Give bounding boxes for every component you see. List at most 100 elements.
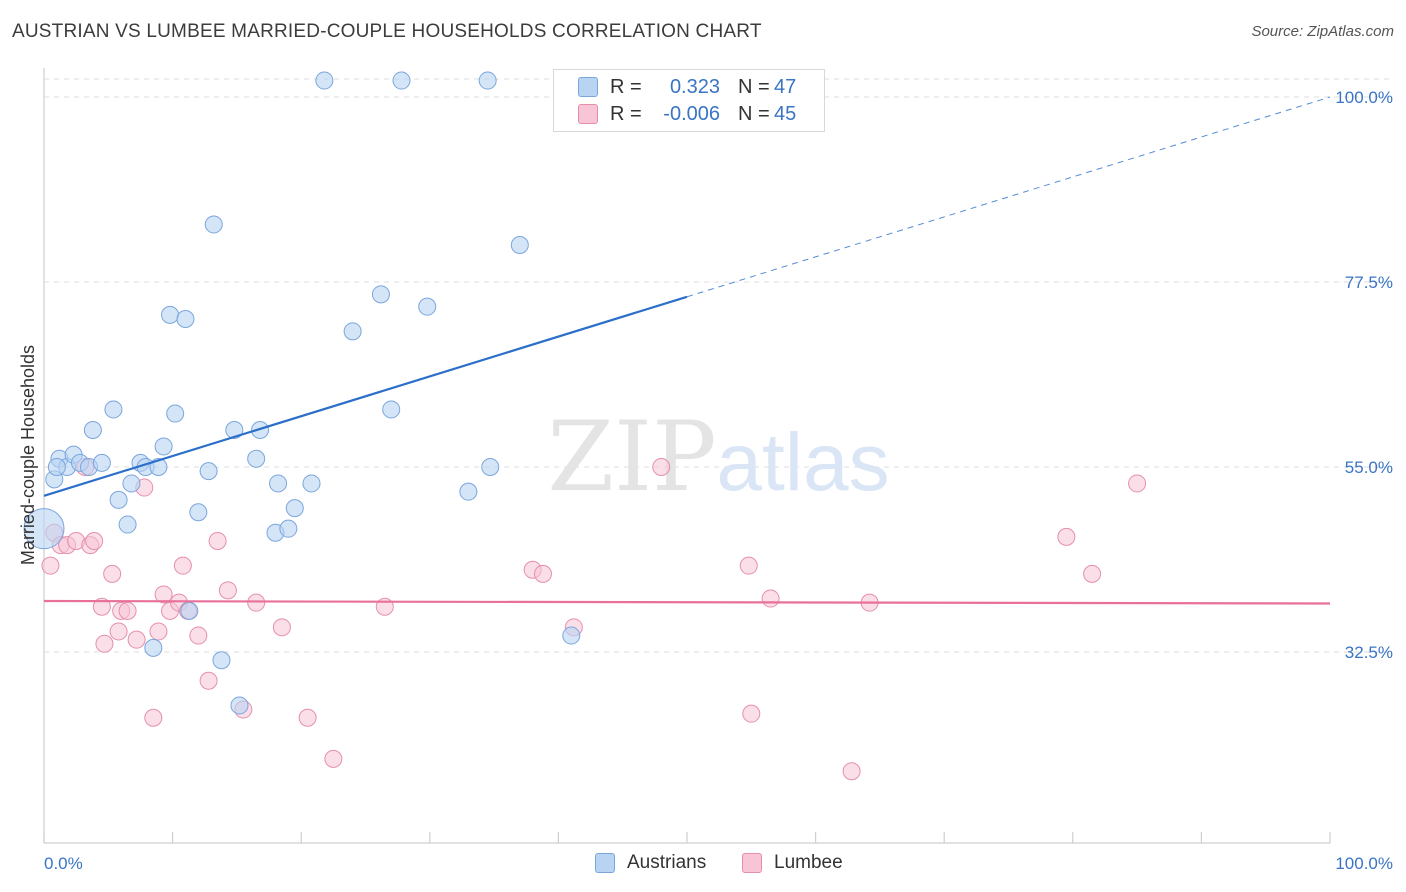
austrians-point: [161, 305, 180, 324]
x-tick-label: 0.0%: [44, 854, 83, 873]
austrians-point: [212, 651, 231, 670]
tick-labels: 32.5% 55.0% 77.5% 100.0% 0.0% 100.0%: [44, 88, 1393, 873]
lumbee-point: [761, 589, 780, 608]
austrians-point: [269, 474, 288, 493]
austrians-point: [382, 400, 401, 419]
lumbee-point: [1057, 527, 1076, 546]
lumbee-point: [218, 581, 237, 600]
y-tick-label: 32.5%: [1345, 643, 1393, 662]
r-value: -0.006: [663, 102, 720, 125]
austrians-legend-swatch: [595, 853, 615, 873]
lumbee-point: [103, 564, 122, 583]
austrians-point: [118, 515, 137, 534]
n-value: 47: [774, 75, 797, 98]
lumbee-trendline: [43, 599, 1331, 605]
axes: [43, 68, 1331, 844]
austrians-point: [23, 508, 65, 550]
austrians-trendline: [43, 295, 688, 497]
austrians-point: [510, 236, 529, 254]
lumbee-point: [298, 708, 317, 727]
austrians-point: [176, 310, 195, 328]
lumbee-point: [154, 585, 173, 604]
r-label: R =: [610, 75, 642, 98]
austrians-point: [199, 462, 218, 481]
lumbee-point: [149, 622, 168, 641]
n-value: 45: [774, 102, 797, 125]
trendlines: [43, 96, 1331, 605]
lumbee-legend-swatch: [742, 853, 762, 873]
lumbee-point: [533, 564, 552, 583]
austrians-point: [343, 322, 362, 341]
lumbee-point: [199, 671, 218, 690]
lumbee-point: [1083, 564, 1102, 583]
lumbee-legend-label: Lumbee: [774, 852, 843, 873]
austrians-points: [23, 71, 581, 715]
lumbee-point: [208, 532, 227, 550]
y-tick-label: 100.0%: [1335, 88, 1393, 107]
austrians-point: [189, 503, 208, 522]
austrians-point: [315, 71, 334, 90]
lumbee-point: [92, 597, 111, 616]
lumbee-swatch: [578, 104, 598, 124]
chart-title: AUSTRIAN VS LUMBEE MARRIED-COUPLE HOUSEH…: [12, 21, 762, 42]
stats-legend: R = 0.323 N = 47 R = -0.006 N = 45: [553, 69, 825, 132]
x-tick-label: 100.0%: [1335, 854, 1393, 873]
lumbee-point: [85, 532, 104, 550]
lumbee-point: [272, 618, 291, 637]
austrians-point: [418, 297, 437, 316]
watermark: ZIP atlas: [547, 401, 889, 513]
lumbee-point: [742, 704, 761, 723]
y-axis-label: Married-couple Households: [18, 345, 38, 565]
lumbee-point: [127, 630, 146, 649]
y-tick-label: 55.0%: [1345, 458, 1393, 477]
lumbee-point: [652, 458, 671, 476]
austrians-point: [392, 71, 411, 90]
austrians-point: [166, 404, 185, 423]
lumbee-point: [842, 762, 861, 781]
austrians-point: [109, 490, 128, 509]
legend-austrians: Austrians: [595, 852, 706, 874]
lumbee-point: [41, 556, 60, 575]
austrians-trendline-extension: [686, 96, 1331, 298]
lumbee-point: [118, 601, 137, 620]
austrians-point: [478, 71, 497, 90]
austrians-legend-label: Austrians: [627, 852, 707, 873]
austrians-point: [104, 400, 123, 419]
austrians-point: [481, 458, 500, 476]
lumbee-point: [144, 708, 163, 727]
y-tick-label: 77.5%: [1345, 273, 1393, 292]
lumbee-point: [739, 556, 758, 575]
lumbee-point: [1128, 474, 1147, 493]
austrians-point: [247, 449, 266, 468]
austrians-point: [122, 474, 141, 493]
austrians-point: [83, 421, 102, 439]
austrians-point: [302, 474, 321, 493]
lumbee-point: [173, 556, 192, 575]
austrians-point: [371, 285, 390, 304]
lumbee-point: [247, 593, 266, 612]
austrians-point: [230, 696, 249, 715]
n-label: N =: [738, 75, 770, 98]
austrians-point: [285, 499, 304, 518]
austrians-point: [225, 421, 244, 439]
lumbee-point: [95, 634, 114, 653]
grid-lines: [44, 78, 1394, 653]
watermark-zip: ZIP: [547, 401, 716, 513]
source-label: Source: ZipAtlas.com: [1251, 23, 1394, 40]
austrians-point: [562, 626, 581, 645]
austrians-point: [144, 638, 163, 657]
r-value: 0.323: [669, 75, 720, 98]
legend-row-austrians: R = 0.323 N = 47: [578, 74, 796, 100]
watermark-atlas: atlas: [716, 417, 889, 508]
n-label: N =: [738, 102, 770, 125]
austrians-point: [154, 437, 173, 456]
legend-lumbee: Lumbee: [742, 852, 843, 874]
lumbee-point: [324, 749, 343, 768]
lumbee-point: [109, 622, 128, 641]
austrians-swatch: [578, 77, 598, 97]
r-label: R =: [610, 102, 642, 125]
austrians-point: [204, 215, 223, 234]
lumbee-point: [189, 626, 208, 645]
austrians-point: [92, 453, 111, 472]
legend-row-lumbee: R = -0.006 N = 45: [578, 101, 796, 127]
